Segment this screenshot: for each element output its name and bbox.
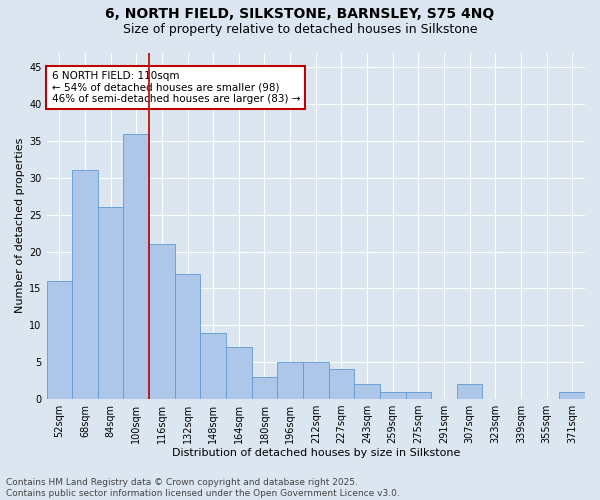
Bar [277,362,303,399]
Bar [303,362,329,399]
Bar [200,332,226,399]
Bar [559,392,585,399]
Bar [226,348,251,399]
Bar [98,208,124,399]
Bar [149,244,175,399]
Bar [406,392,431,399]
X-axis label: Distribution of detached houses by size in Silkstone: Distribution of detached houses by size … [172,448,460,458]
Bar [175,274,200,399]
Bar [124,134,149,399]
Bar [457,384,482,399]
Bar [329,370,354,399]
Bar [251,377,277,399]
Text: 6, NORTH FIELD, SILKSTONE, BARNSLEY, S75 4NQ: 6, NORTH FIELD, SILKSTONE, BARNSLEY, S75… [106,8,494,22]
Text: 6 NORTH FIELD: 110sqm
← 54% of detached houses are smaller (98)
46% of semi-deta: 6 NORTH FIELD: 110sqm ← 54% of detached … [52,71,300,104]
Bar [380,392,406,399]
Bar [354,384,380,399]
Text: Contains HM Land Registry data © Crown copyright and database right 2025.
Contai: Contains HM Land Registry data © Crown c… [6,478,400,498]
Text: Size of property relative to detached houses in Silkstone: Size of property relative to detached ho… [123,22,477,36]
Bar [47,281,72,399]
Bar [72,170,98,399]
Y-axis label: Number of detached properties: Number of detached properties [15,138,25,314]
